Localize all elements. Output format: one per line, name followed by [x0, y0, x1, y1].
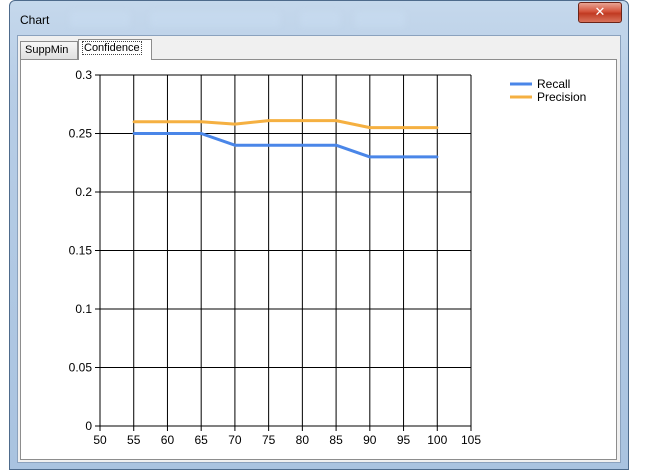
x-tick-label: 70	[228, 433, 242, 447]
y-tick-label: 0.3	[75, 68, 92, 82]
data-point	[267, 144, 270, 147]
tab-suppmin[interactable]: SuppMin	[20, 41, 78, 59]
blurred-title-area	[300, 11, 340, 27]
close-button[interactable]: ✕	[578, 2, 622, 23]
line-chart: 50 55 60 65 70 75 80 85 90 95 100 105 0 0.05 0.1 0.15 0.…	[69, 68, 587, 447]
close-icon: ✕	[594, 5, 606, 20]
data-point	[267, 119, 270, 122]
data-point	[166, 132, 169, 135]
data-point	[132, 120, 135, 123]
x-tick-label: 80	[296, 433, 310, 447]
data-point	[436, 126, 439, 129]
y-tick-label: 0.2	[75, 185, 92, 199]
series-line-recall	[133, 132, 438, 159]
chart-window: Chart ✕ SuppMin Confidence 50 55 60 65 70 75 8…	[9, 0, 629, 470]
chart-panel: 50 55 60 65 70 75 80 85 90 95 100 105 0 0.05 0.1 0.15 0.…	[20, 59, 617, 460]
legend-label: Recall	[537, 77, 570, 91]
data-point	[436, 155, 439, 159]
y-tick-label: 0	[85, 419, 92, 433]
x-tick-label: 100	[427, 433, 447, 447]
blurred-title-area	[355, 11, 405, 27]
tab-confidence[interactable]: Confidence	[78, 39, 152, 60]
x-tick-label: 85	[329, 433, 343, 447]
x-tick-label: 50	[93, 433, 107, 447]
y-tick-label: 0.25	[69, 127, 93, 141]
y-tick-label: 0.1	[75, 302, 92, 316]
tab-label: Confidence	[82, 41, 142, 55]
x-tick-label: 65	[195, 433, 209, 447]
data-point	[334, 144, 338, 147]
tab-label: SuppMin	[25, 44, 69, 56]
x-tick-label: 60	[161, 433, 175, 447]
data-point	[301, 144, 304, 147]
x-tick-label: 55	[127, 433, 141, 447]
blurred-title-area	[150, 11, 280, 27]
legend-label: Precision	[537, 90, 586, 104]
data-point	[233, 144, 237, 147]
x-tick-label: 95	[397, 433, 411, 447]
client-area: SuppMin Confidence 50 55 60 65 70 75 80 85 90 95 1…	[17, 35, 621, 463]
x-tick-label: 90	[363, 433, 377, 447]
blurred-title-area	[70, 11, 130, 27]
x-tick-label: 75	[262, 433, 276, 447]
data-point	[368, 155, 372, 159]
data-point	[199, 132, 203, 135]
data-point	[334, 119, 338, 122]
data-point	[301, 119, 304, 122]
window-title: Chart	[20, 13, 50, 27]
data-point	[402, 126, 405, 129]
data-point	[132, 132, 135, 135]
y-tick-label: 0.15	[69, 244, 93, 258]
data-point	[368, 126, 372, 129]
y-tick-label: 0.05	[69, 361, 93, 375]
data-point	[166, 120, 169, 123]
data-point	[233, 122, 237, 126]
data-point	[402, 155, 405, 159]
series-line-precision	[133, 119, 438, 130]
x-tick-label: 105	[461, 433, 481, 447]
title-bar[interactable]: Chart ✕	[10, 1, 628, 35]
data-point	[199, 120, 203, 123]
